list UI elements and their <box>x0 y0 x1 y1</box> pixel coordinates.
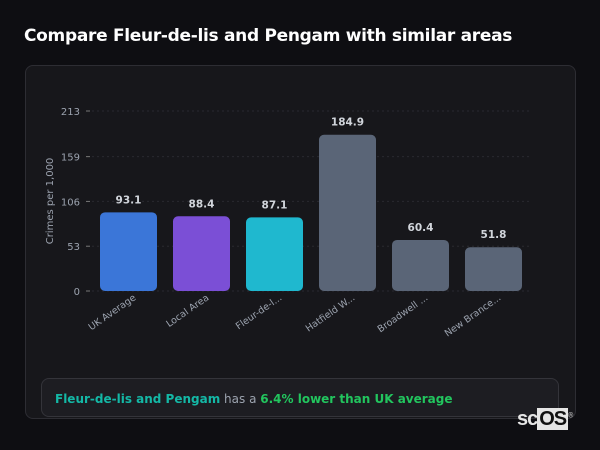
summary-area: Fleur-de-lis and Pengam <box>55 392 221 406</box>
y-axis-label: Crimes per 1,000 <box>45 158 56 245</box>
page-title: Compare Fleur-de-lis and Pengam with sim… <box>24 26 513 46</box>
bar <box>246 217 303 291</box>
x-tick-label: UK Average <box>87 292 139 333</box>
x-tick-label: New Brance... <box>443 292 503 339</box>
summary-middle: has a <box>220 392 261 406</box>
data-label: 87.1 <box>262 199 288 211</box>
x-tick-label: Hatfield W... <box>304 292 357 334</box>
y-tick-label: 0 <box>74 287 80 298</box>
y-tick-label: 106 <box>61 197 80 208</box>
y-tick-label: 213 <box>61 107 80 118</box>
summary-box: Fleur-de-lis and Pengam has a 6.4% lower… <box>41 378 559 417</box>
data-label: 88.4 <box>189 198 215 210</box>
x-tick-label: Fleur-de-l... <box>234 292 284 332</box>
bar <box>392 239 449 291</box>
data-label: 51.8 <box>481 229 507 241</box>
bar <box>319 134 376 291</box>
scos-logo: sc OS ® <box>517 408 573 430</box>
x-tick-label: Local Area <box>164 292 211 329</box>
data-label: 184.9 <box>331 117 364 129</box>
data-label: 60.4 <box>408 222 434 234</box>
bar <box>100 212 157 291</box>
y-tick-label: 159 <box>61 153 80 164</box>
bar <box>465 247 522 291</box>
data-label: 93.1 <box>116 194 142 206</box>
bar <box>173 216 230 291</box>
summary-result: 6.4% lower than UK average <box>260 392 453 406</box>
x-tick-label: Broadwell ... <box>376 292 431 335</box>
y-tick-label: 53 <box>67 242 80 253</box>
